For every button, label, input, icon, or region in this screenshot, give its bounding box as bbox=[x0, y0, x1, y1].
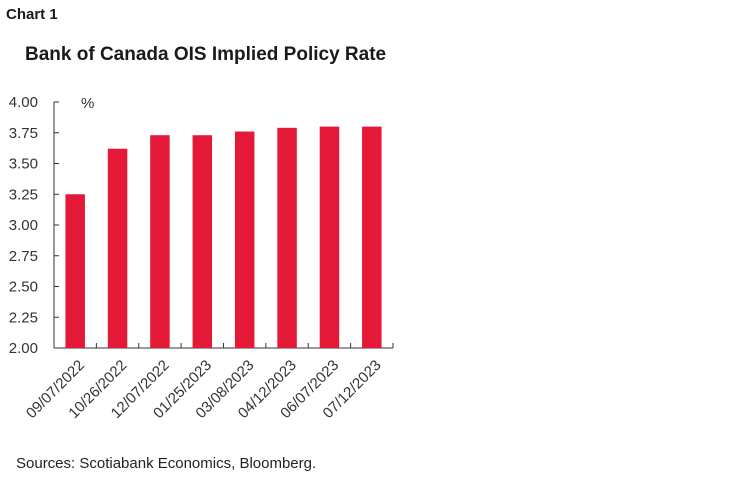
y-tick-label: 3.50 bbox=[9, 156, 38, 173]
x-axis: 09/07/202210/26/202212/07/202201/25/2023… bbox=[23, 343, 394, 422]
bar bbox=[319, 126, 340, 348]
chart-number-label: Chart 1 bbox=[6, 6, 58, 23]
bar bbox=[234, 131, 255, 348]
bar bbox=[362, 126, 382, 348]
y-tick-label: 2.50 bbox=[9, 279, 38, 296]
y-tick-label: 3.25 bbox=[9, 186, 38, 203]
bar bbox=[65, 194, 85, 348]
bar bbox=[150, 135, 170, 348]
y-tick-label: 3.75 bbox=[9, 125, 38, 142]
y-tick-label: 4.00 bbox=[9, 94, 38, 111]
source-note: Sources: Scotiabank Economics, Bloomberg… bbox=[16, 455, 317, 472]
bar bbox=[277, 127, 297, 348]
y-axis: 2.00 2.25 2.50 2.75 3.00 3.25 3.50 3.75 4.00 bbox=[9, 94, 59, 357]
bar bbox=[192, 135, 213, 348]
y-unit-label: % bbox=[81, 95, 94, 112]
y-tick-label: 2.00 bbox=[9, 340, 38, 357]
y-tick-label: 3.00 bbox=[9, 217, 38, 234]
bar bbox=[107, 148, 128, 348]
y-tick-label: 2.75 bbox=[9, 248, 38, 265]
bars bbox=[65, 126, 382, 348]
chart-title: Bank of Canada OIS Implied Policy Rate bbox=[25, 44, 387, 65]
y-tick-label: 2.25 bbox=[9, 309, 38, 326]
